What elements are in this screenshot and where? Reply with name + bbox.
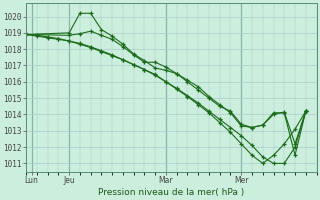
X-axis label: Pression niveau de la mer( hPa ): Pression niveau de la mer( hPa ) bbox=[98, 188, 244, 197]
